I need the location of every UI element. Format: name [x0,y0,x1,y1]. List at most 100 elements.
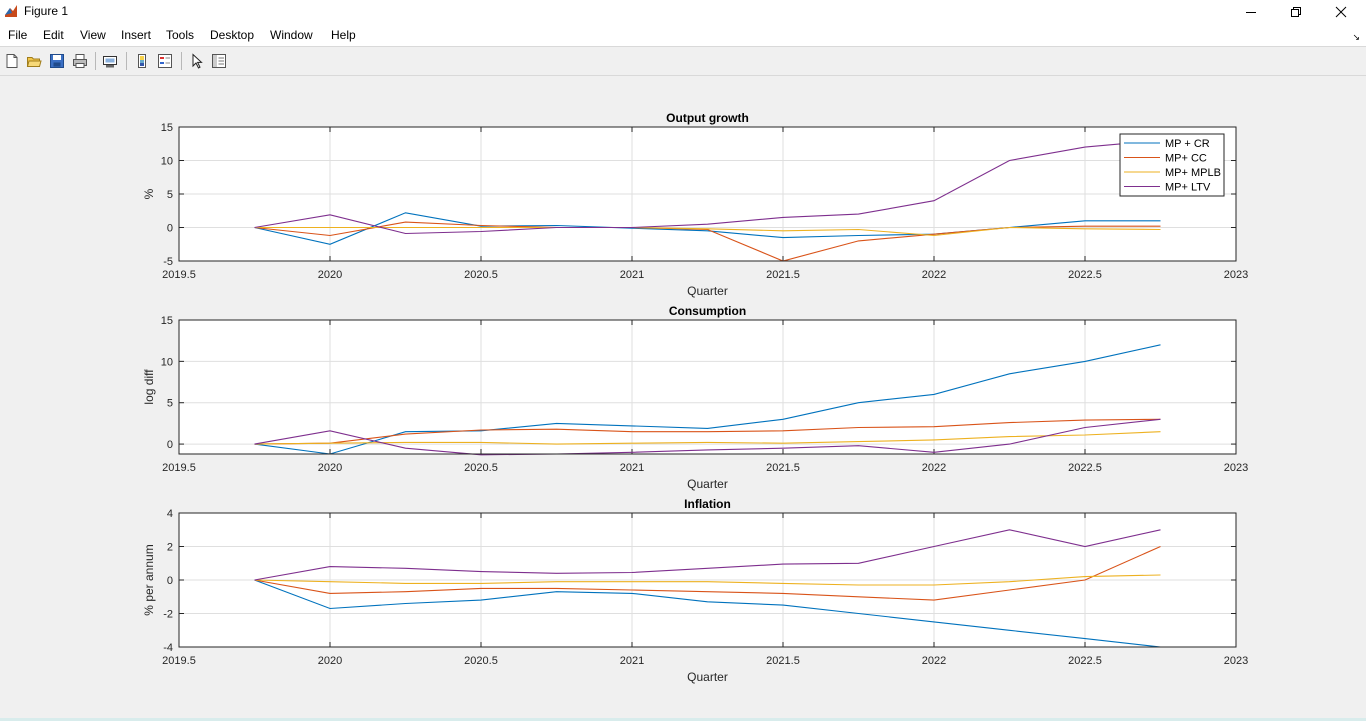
link-plot-icon[interactable] [102,53,118,69]
y-tick-label: 15 [161,315,173,327]
toolbar-separator [181,52,182,70]
x-tick-label: 2021.5 [766,462,800,474]
menu-insert[interactable]: Insert [121,28,152,42]
x-axis-label: Quarter [687,670,728,684]
y-tick-label: 0 [167,439,173,451]
menu-desktop[interactable]: Desktop [210,28,255,42]
axes-frame [178,126,1237,262]
axes-frame [178,512,1237,648]
x-tick-label: 2023 [1224,269,1248,281]
y-tick-label: 15 [161,122,173,134]
legend-icon[interactable] [157,53,173,69]
y-tick-label: -2 [163,609,173,621]
toolbar-separator [95,52,96,70]
series-line-2[interactable] [254,545,1161,601]
series-line-4[interactable] [254,529,1161,581]
edit-plot-pointer-icon[interactable] [189,53,205,69]
legend-entry: MP+ MPLB [1165,167,1221,179]
x-tick-label: 2022.5 [1068,462,1102,474]
x-tick-label: 2020.5 [464,462,498,474]
y-tick-label: 4 [167,508,173,520]
legend-box[interactable] [1119,133,1225,197]
x-tick-label: 2020.5 [464,655,498,667]
close-icon [1335,6,1347,18]
y-tick-label: 10 [161,356,173,368]
x-tick-label: 2019.5 [162,269,196,281]
window-title: Figure 1 [24,4,69,18]
colorbar-icon[interactable] [134,53,150,69]
chart-title: Inflation [684,497,731,511]
x-tick-label: 2020 [318,269,342,281]
x-tick-label: 2023 [1224,655,1248,667]
menu-file[interactable]: File [8,28,28,42]
figure-canvas: 2019.5 2020 2020.5 2021 2021.5 2022 2022.5 2023… [0,76,1366,718]
y-tick-label: 2 [167,542,173,554]
menu-view[interactable]: View [80,28,106,42]
y-tick-label: 0 [167,223,173,235]
legend-entry: MP + CR [1165,138,1210,150]
figure-plots[interactable]: 2019.5 2020 2020.5 2021 2021.5 2022 2022.5 2023… [0,76,1366,718]
x-tick-label: 2022.5 [1068,269,1102,281]
matlab-logo-icon [4,4,18,18]
menu-window[interactable]: Window [270,28,313,42]
menu-help[interactable]: Help [331,28,356,42]
x-tick-label: 2021.5 [766,655,800,667]
x-tick-label: 2021 [620,655,644,667]
menu-tools[interactable]: Tools [166,28,195,42]
x-tick-label: 2020 [318,462,342,474]
x-axis-label: Quarter [687,284,728,298]
restore-icon [1291,7,1301,17]
x-tick-label: 2021.5 [766,269,800,281]
axes-frame [178,319,1237,455]
save-icon[interactable] [49,53,65,69]
y-tick-label: 0 [167,575,173,587]
new-figure-icon[interactable] [4,53,20,69]
open-file-icon[interactable] [26,53,42,69]
x-tick-label: 2022 [922,269,946,281]
x-tick-label: 2022 [922,462,946,474]
title-bar: Figure 1 [0,0,1366,24]
window-bottom-border [0,718,1366,721]
y-tick-label: 10 [161,156,173,168]
print-icon[interactable] [72,53,88,69]
series-line-3[interactable] [254,431,1161,445]
series-line-4[interactable] [254,139,1161,235]
figure-toolbar [0,47,1366,76]
minimize-icon [1246,12,1256,13]
y-axis-label: log diff [142,369,156,405]
toolbar-separator [126,52,127,70]
x-tick-label: 2019.5 [162,655,196,667]
dock-arrow-icon[interactable]: ↘ [1352,32,1360,42]
legend-entry: MP+ CC [1165,153,1207,165]
plot-area [179,320,1236,454]
y-axis-label: % per annum [142,544,156,615]
chart-title: Consumption [669,304,746,318]
x-tick-label: 2021 [620,462,644,474]
x-tick-label: 2020.5 [464,269,498,281]
y-tick-label: 5 [167,398,173,410]
menu-edit[interactable]: Edit [43,28,64,42]
series-line-3[interactable] [254,226,1161,237]
restore-button[interactable] [1273,0,1319,24]
x-tick-label: 2021 [620,269,644,281]
series-line-2[interactable] [254,418,1161,445]
y-tick-label: 5 [167,189,173,201]
legend-entry: MP+ LTV [1165,182,1211,194]
chart-title: Output growth [666,111,749,125]
y-tick-label: -4 [163,642,173,654]
property-inspector-icon[interactable] [211,53,227,69]
minimize-button[interactable] [1228,0,1274,24]
series-line-3[interactable] [254,574,1161,586]
x-tick-label: 2020 [318,655,342,667]
series-line-4[interactable] [254,418,1161,456]
series-line-1[interactable] [254,344,1161,455]
x-axis-label: Quarter [687,477,728,491]
y-tick-label: -5 [163,256,173,268]
x-tick-label: 2022 [922,655,946,667]
close-button[interactable] [1318,0,1364,24]
menu-bar: File Edit View Insert Tools Desktop Wind… [0,24,1366,47]
series-line-1[interactable] [254,579,1161,648]
x-tick-label: 2019.5 [162,462,196,474]
x-tick-label: 2023 [1224,462,1248,474]
x-tick-label: 2022.5 [1068,655,1102,667]
